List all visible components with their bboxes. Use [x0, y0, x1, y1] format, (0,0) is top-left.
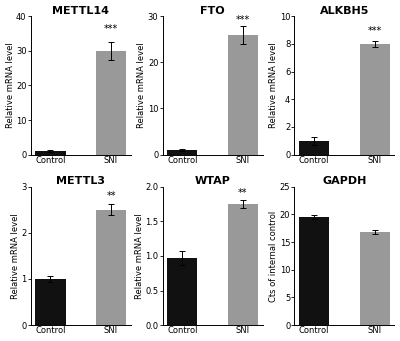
Title: ALKBH5: ALKBH5 [320, 5, 369, 16]
Bar [96, 51, 126, 154]
Title: WTAP: WTAP [195, 176, 230, 186]
Y-axis label: Relative mRNA level: Relative mRNA level [269, 43, 278, 128]
Text: ***: *** [236, 15, 250, 25]
Bar [360, 44, 390, 154]
Bar [360, 232, 390, 325]
Bar [299, 217, 329, 325]
Text: **: ** [106, 191, 116, 201]
Bar [228, 204, 258, 325]
Text: **: ** [238, 188, 248, 198]
Bar [96, 210, 126, 325]
Y-axis label: Relative mRNA level: Relative mRNA level [135, 213, 144, 299]
Title: FTO: FTO [200, 5, 225, 16]
Text: ***: *** [104, 24, 118, 34]
Title: METTL3: METTL3 [56, 176, 105, 186]
Y-axis label: Relative mRNA level: Relative mRNA level [6, 43, 14, 128]
Bar [299, 141, 329, 154]
Y-axis label: Relative mRNA level: Relative mRNA level [11, 213, 20, 299]
Title: METTL14: METTL14 [52, 5, 109, 16]
Bar [167, 258, 198, 325]
Bar [35, 279, 66, 325]
Bar [35, 151, 66, 154]
Y-axis label: Relative mRNA level: Relative mRNA level [138, 43, 146, 128]
Text: ***: *** [368, 26, 382, 36]
Bar [167, 150, 198, 154]
Y-axis label: Cts of internal control: Cts of internal control [269, 210, 278, 301]
Bar [228, 35, 258, 154]
Title: GAPDH: GAPDH [322, 176, 367, 186]
